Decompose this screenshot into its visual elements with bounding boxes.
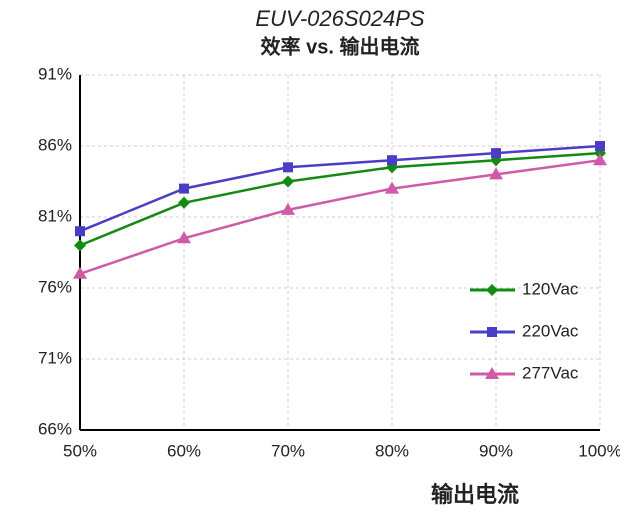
legend-label: 220Vac xyxy=(522,321,579,340)
chart-subtitle: 效率 vs. 输出电流 xyxy=(261,34,420,58)
marker xyxy=(387,155,397,166)
series-line xyxy=(79,158,601,275)
legend-label: 277Vac xyxy=(522,363,579,382)
y-tick-label: 91% xyxy=(38,64,72,83)
x-tick-label: 90% xyxy=(479,441,513,460)
marker xyxy=(595,141,605,151)
y-tick-label: 81% xyxy=(38,206,72,225)
marker xyxy=(487,327,497,337)
y-tick-label: 71% xyxy=(38,348,72,367)
marker xyxy=(485,367,499,379)
x-tick-label: 60% xyxy=(167,441,201,460)
marker xyxy=(385,181,399,194)
series-line xyxy=(79,144,601,233)
chart-title: EUV-026S024PS xyxy=(255,6,425,31)
x-tick-label: 70% xyxy=(271,441,305,460)
marker xyxy=(179,183,189,194)
marker xyxy=(593,153,607,166)
marker xyxy=(177,231,191,244)
marker xyxy=(73,266,87,279)
marker xyxy=(282,175,294,188)
y-tick-label: 66% xyxy=(38,419,72,438)
legend-label: 120Vac xyxy=(522,279,579,298)
marker xyxy=(489,167,503,180)
y-tick-label: 76% xyxy=(38,277,72,296)
marker xyxy=(486,284,498,296)
marker xyxy=(74,239,86,252)
marker xyxy=(491,148,501,159)
marker xyxy=(281,202,295,215)
series-line xyxy=(79,151,601,247)
marker xyxy=(75,226,85,237)
x-tick-label: 80% xyxy=(375,441,409,460)
x-axis-label: 输出电流 xyxy=(431,482,519,507)
marker xyxy=(283,162,293,173)
y-tick-label: 86% xyxy=(38,135,72,154)
marker xyxy=(178,196,190,209)
x-tick-label: 100% xyxy=(578,441,620,460)
x-tick-label: 50% xyxy=(63,441,97,460)
